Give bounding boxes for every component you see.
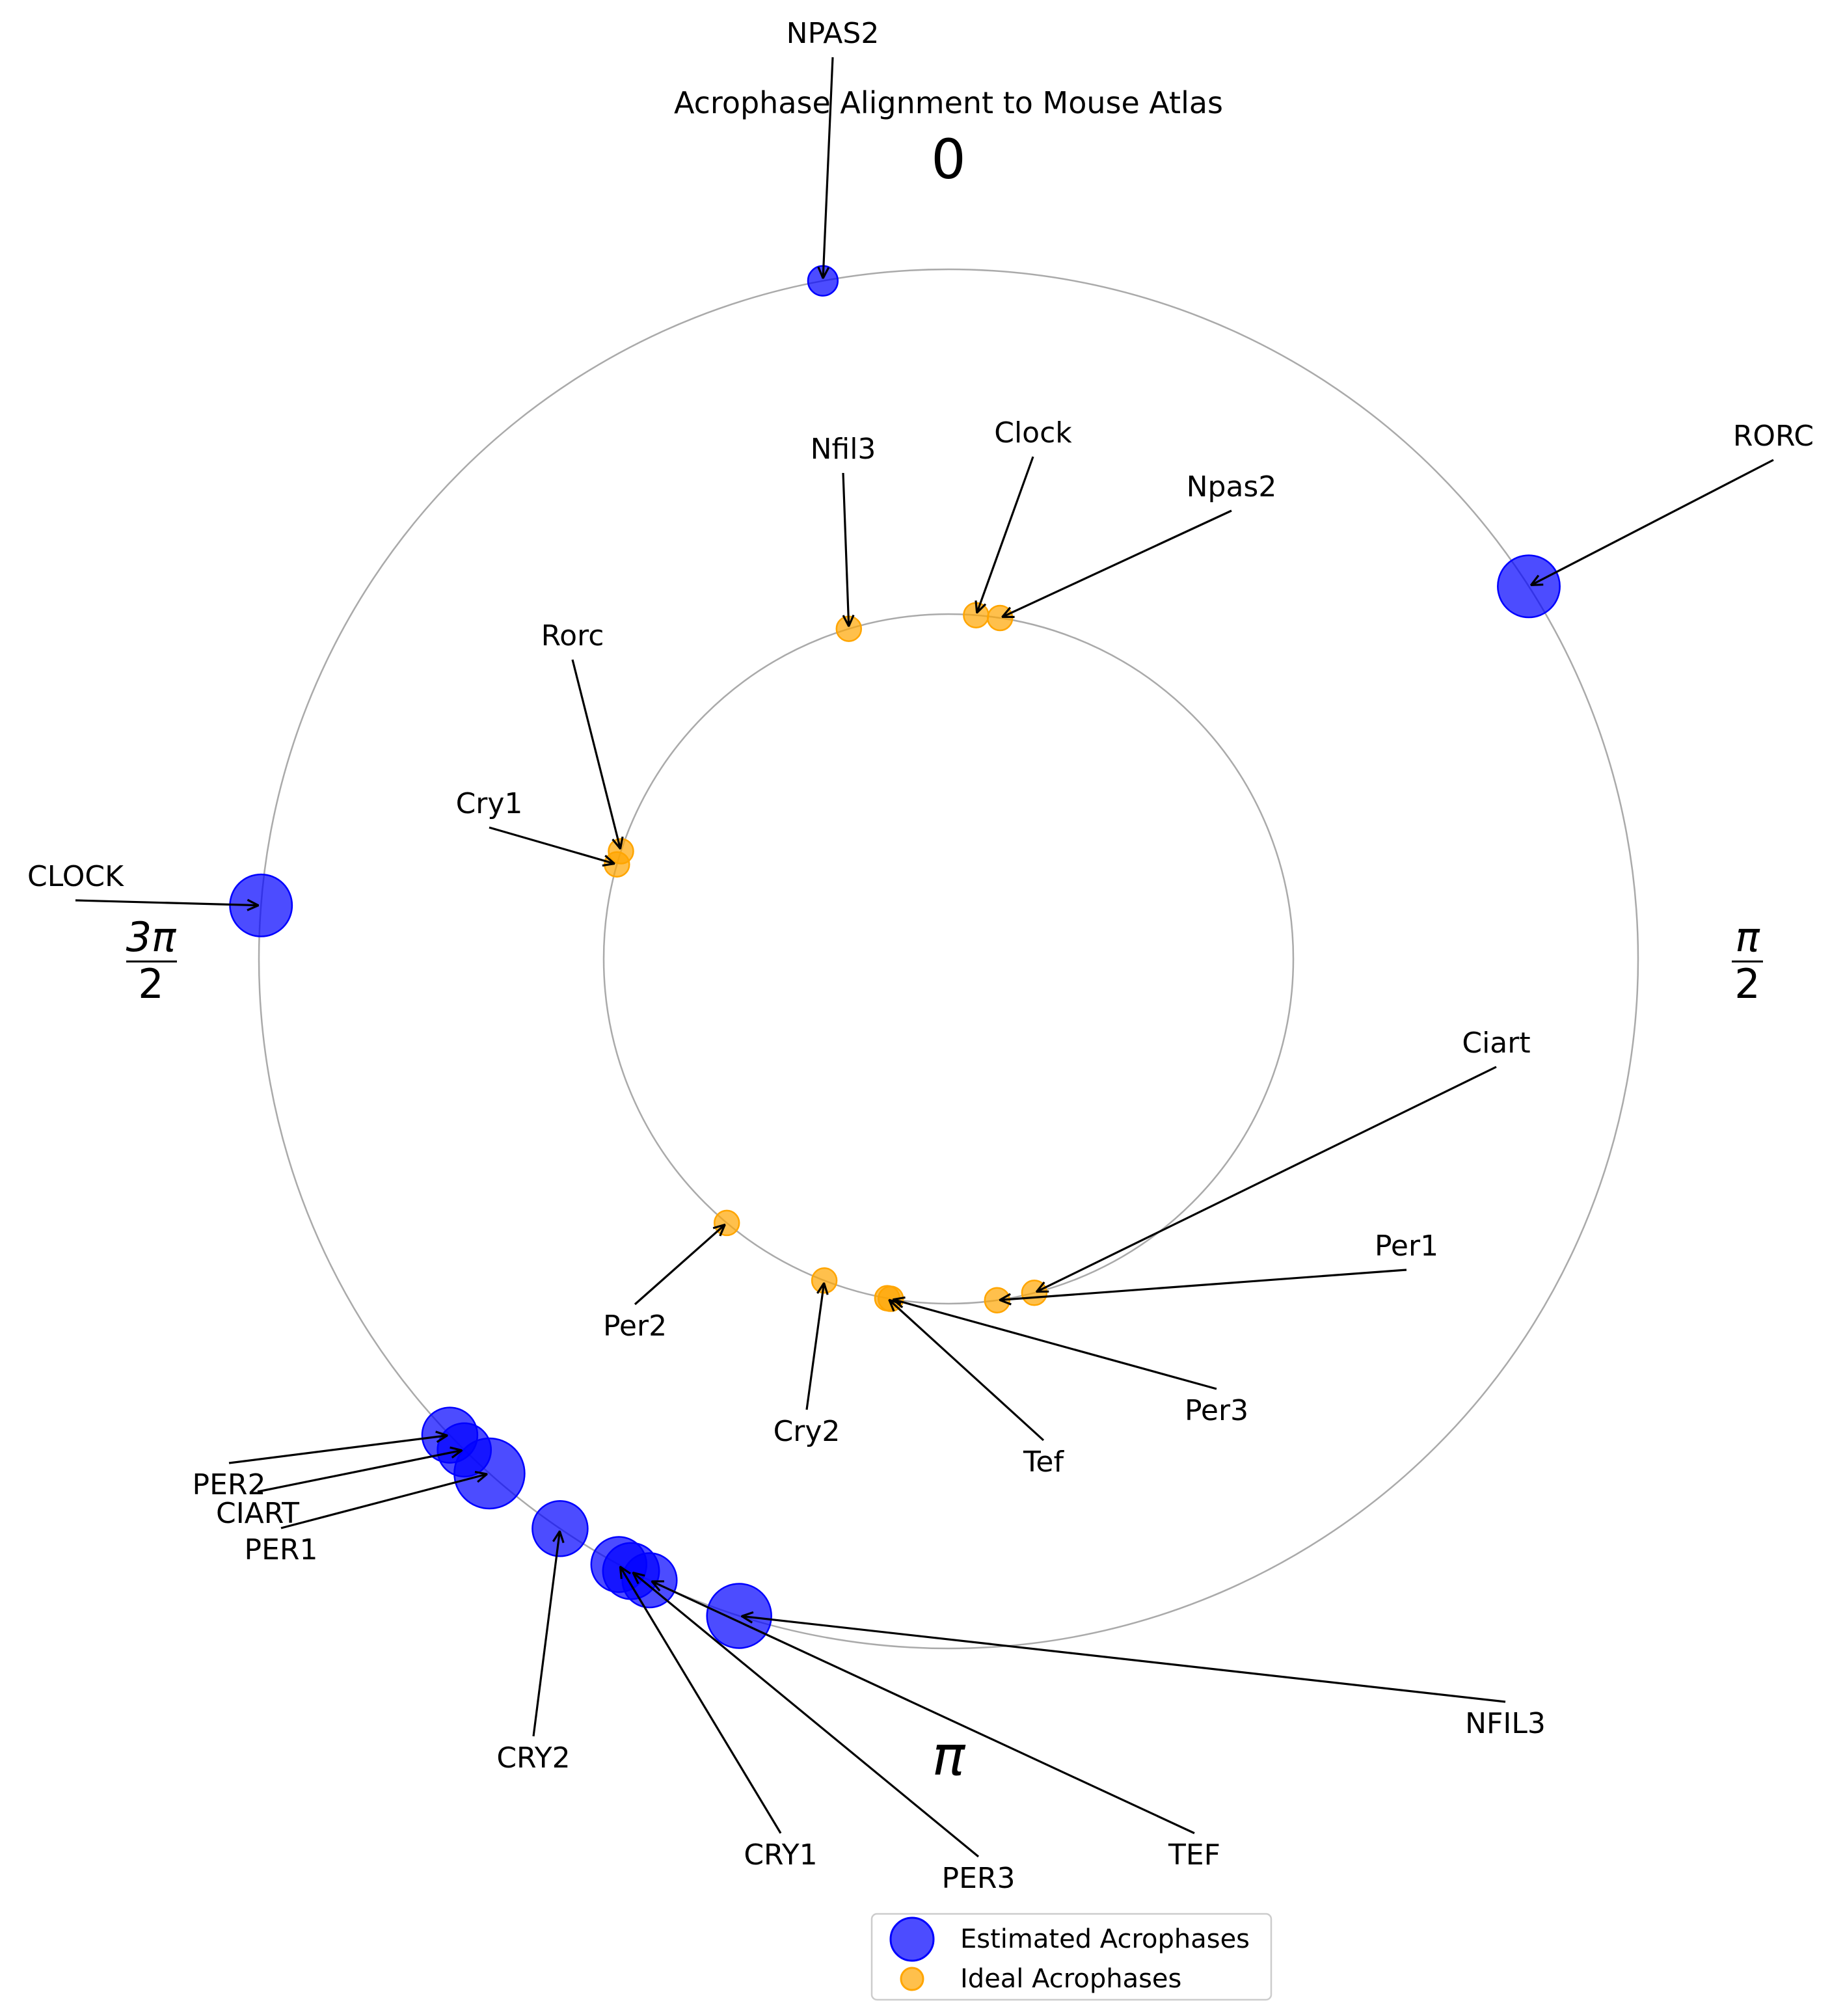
annotation-label-per1: Per1	[1375, 1230, 1438, 1263]
annotation-arrow-ciart	[257, 1451, 462, 1493]
annotation-arrow-cry1	[489, 826, 614, 864]
annotation-label-clock: Clock	[994, 416, 1072, 450]
annotation-arrow-ciart	[1037, 1066, 1497, 1292]
ideal-point-cry2	[811, 1267, 838, 1294]
estimated-point-rorc	[1497, 554, 1561, 619]
legend: Estimated Acrophases Ideal Acrophases	[870, 1913, 1272, 2001]
annotation-arrow-per2	[634, 1225, 725, 1306]
phase-label-pi-half-denominator: 2	[1734, 960, 1760, 1008]
annotation-label-rorc: RORC	[1733, 420, 1814, 453]
annotation-label-npas2: Npas2	[1187, 470, 1277, 504]
annotation-label-rorc: Rorc	[541, 619, 604, 652]
phase-label-pi-half: π 2	[1732, 913, 1763, 1008]
phase-label-three-pi-half-numerator: 3π	[126, 913, 177, 961]
legend-label-estimated: Estimated Acrophases	[960, 1924, 1250, 1954]
annotation-label-nfil3: Nfil3	[811, 433, 876, 466]
annotation-arrow-clock	[977, 456, 1034, 613]
estimated-point-per1	[453, 1437, 526, 1510]
legend-frame	[870, 1913, 1272, 2001]
annotation-arrow-cry1	[620, 1567, 782, 1834]
annotation-label-cry2: Cry2	[774, 1415, 841, 1448]
ideal-point-cry1	[604, 851, 630, 878]
annotation-label-per2: Per2	[603, 1310, 667, 1343]
outer-ring	[258, 268, 1639, 1650]
annotation-arrow-npas2	[823, 57, 834, 278]
annotation-arrow-rorc	[571, 659, 621, 849]
chart-title: Acrophase Alignment to Mouse Atlas	[674, 85, 1223, 120]
annotation-label-cry1: CRY1	[744, 1838, 817, 1872]
annotation-arrow-per1	[1000, 1269, 1407, 1300]
annotation-label-tef: Tef	[1023, 1445, 1064, 1479]
annotation-arrow-cry2	[532, 1531, 559, 1737]
annotation-label-per3: Per3	[1185, 1394, 1248, 1427]
annotation-label-per2: PER2	[193, 1468, 266, 1501]
phase-label-three-pi-half-denominator: 2	[138, 960, 163, 1008]
estimated-point-nfil3	[706, 1583, 772, 1649]
annotation-label-npas2: NPAS2	[787, 17, 880, 50]
annotation-label-clock: CLOCK	[27, 860, 124, 893]
annotation-arrow-tef	[652, 1581, 1195, 1835]
annotation-label-per1: PER1	[245, 1533, 318, 1566]
phase-label-0: 0	[931, 128, 965, 191]
annotation-label-per3: PER3	[942, 1862, 1016, 1895]
legend-marker-estimated	[889, 1916, 935, 1962]
estimated-point-tef	[621, 1552, 678, 1609]
legend-label-ideal: Ideal Acrophases	[960, 1964, 1181, 1994]
annotation-label-ciart: CIART	[216, 1497, 299, 1530]
ideal-point-npas2	[986, 604, 1014, 632]
annotation-arrow-nfil3	[842, 472, 849, 626]
annotation-arrow-per2	[228, 1436, 448, 1464]
annotation-arrow-rorc	[1531, 459, 1774, 585]
annotation-label-ciart: Ciart	[1462, 1027, 1530, 1060]
phase-label-three-pi-half: 3π 2	[126, 913, 177, 1008]
annotation-arrow-npas2	[1002, 509, 1232, 617]
estimated-point-cry2	[532, 1500, 589, 1557]
annotation-arrow-nfil3	[742, 1616, 1506, 1703]
legend-marker-ideal	[900, 1967, 924, 1991]
data-marks	[229, 265, 1561, 1649]
annotation-arrow-cry2	[805, 1283, 824, 1410]
phase-label-pi: π	[932, 1724, 966, 1788]
annotation-arrow-per3	[633, 1573, 980, 1858]
inner-ring	[602, 613, 1295, 1305]
annotation-arrow-per1	[280, 1474, 487, 1529]
annotation-label-tef: TEF	[1168, 1838, 1220, 1872]
annotation-arrow-tef	[889, 1300, 1045, 1442]
annotation-label-nfil3: NFIL3	[1465, 1707, 1546, 1740]
ideal-point-clock	[963, 602, 989, 628]
annotation-label-cry2: CRY2	[496, 1741, 570, 1775]
annotation-arrow-clock	[75, 900, 258, 906]
phase-label-pi-half-numerator: π	[1735, 913, 1760, 961]
annotation-label-cry1: Cry1	[456, 787, 523, 820]
ideal-point-per3	[877, 1285, 904, 1312]
ideal-point-ciart	[1021, 1280, 1048, 1306]
annotation-arrow-per3	[893, 1300, 1217, 1390]
